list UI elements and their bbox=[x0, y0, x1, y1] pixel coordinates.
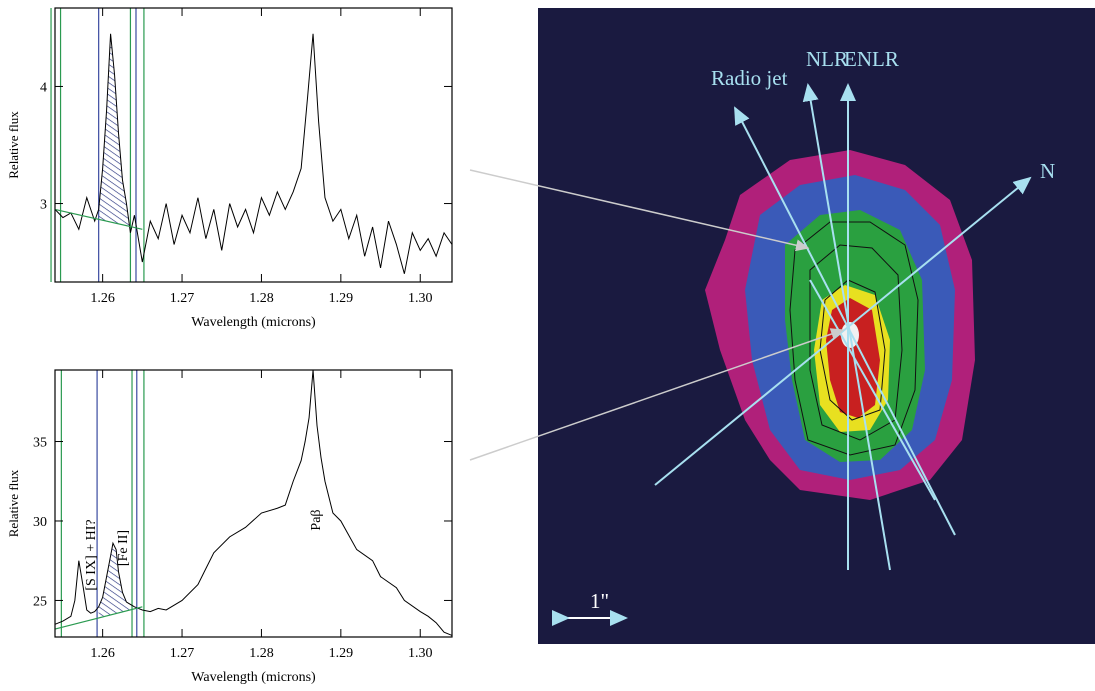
x-tick-label: 1.27 bbox=[170, 646, 195, 661]
y-tick-label: 25 bbox=[33, 594, 47, 609]
spectrum bbox=[54, 369, 453, 636]
x-tick-label: 1.29 bbox=[329, 291, 354, 306]
label-north: N bbox=[1040, 159, 1055, 183]
label-nlr: NLR bbox=[806, 47, 848, 71]
plot-frame bbox=[54, 369, 453, 638]
continuum bbox=[54, 606, 143, 630]
connector bbox=[469, 328, 845, 461]
x-tick-label: 1.28 bbox=[249, 646, 274, 661]
x-tick-label: 1.27 bbox=[170, 291, 195, 306]
contours bbox=[789, 221, 919, 456]
hatched-flux bbox=[98, 33, 131, 233]
y-axis-label: Relative flux bbox=[6, 469, 21, 537]
line-annotation: Paβ bbox=[309, 509, 324, 530]
line-annotation: [S IX] + HI? bbox=[84, 519, 99, 590]
x-axis-label: Wavelength (microns) bbox=[191, 315, 316, 330]
image-panel: Radio jet NLR ENLR N 1" bbox=[538, 8, 1095, 644]
connector bbox=[469, 169, 810, 252]
x-tick-label: 1.29 bbox=[329, 646, 354, 661]
y-axis-label: Relative flux bbox=[6, 111, 21, 179]
x-tick-label: 1.26 bbox=[90, 646, 115, 661]
line-annotation: [Fe II] bbox=[116, 530, 131, 566]
spectrum bbox=[54, 33, 453, 274]
label-enlr: ENLR bbox=[844, 47, 899, 71]
x-tick-label: 1.26 bbox=[90, 291, 115, 306]
x-tick-label: 1.30 bbox=[408, 291, 433, 306]
label-radio-jet: Radio jet bbox=[711, 66, 788, 90]
label-scale: 1" bbox=[590, 589, 609, 613]
flux-level bbox=[826, 298, 880, 418]
x-axis-label: Wavelength (microns) bbox=[191, 670, 316, 685]
y-tick-label: 30 bbox=[33, 515, 47, 530]
y-tick-label: 3 bbox=[40, 198, 47, 213]
y-tick-label: 35 bbox=[33, 436, 47, 451]
y-tick-label: 4 bbox=[40, 80, 47, 95]
x-tick-label: 1.30 bbox=[408, 646, 433, 661]
hatched-flux bbox=[98, 543, 133, 618]
x-tick-label: 1.28 bbox=[249, 291, 274, 306]
continuum bbox=[54, 208, 143, 230]
plot-frame bbox=[54, 7, 453, 283]
